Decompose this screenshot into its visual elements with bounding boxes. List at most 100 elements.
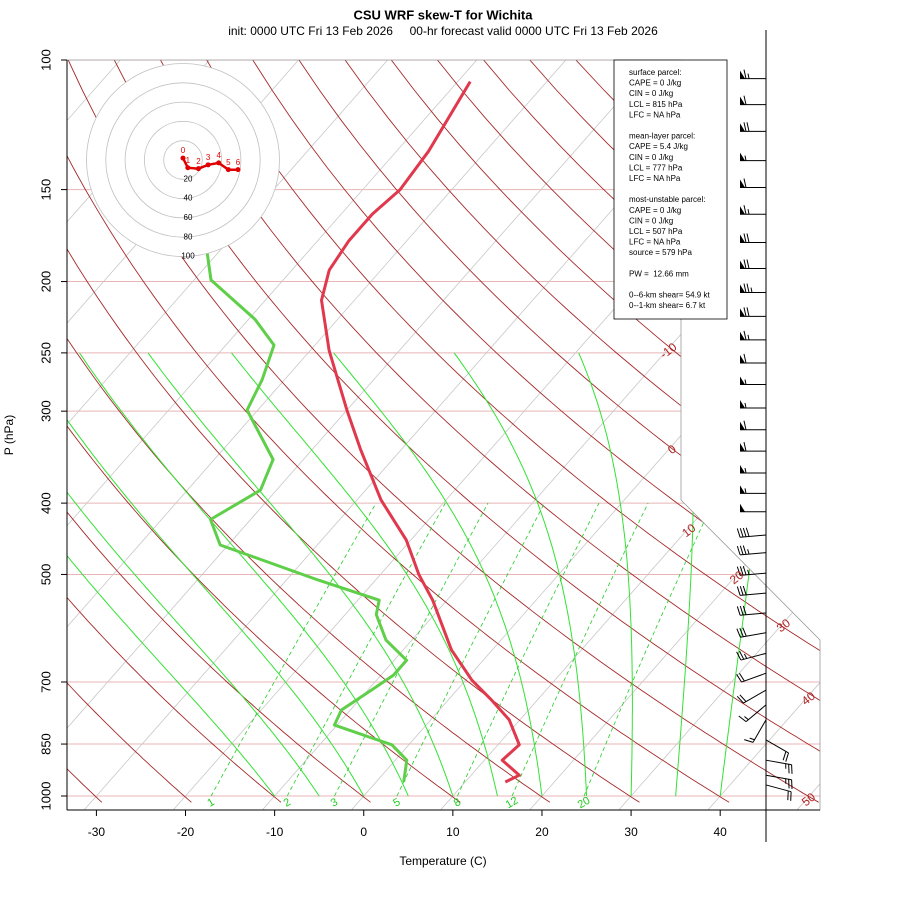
barb-half-feather (747, 73, 750, 79)
parcel-stat: CIN = 0 J/kg (629, 153, 673, 162)
mixing-ratio-line (334, 502, 489, 797)
hodograph-point (235, 167, 241, 173)
wind-barb (740, 95, 766, 106)
barb-feather (736, 528, 741, 538)
barb-feather (743, 307, 747, 317)
barb-staff (741, 672, 767, 683)
parcel-stat: source = 579 hPa (629, 248, 692, 257)
barb-half-feather (747, 569, 750, 575)
barb-feather (739, 628, 744, 637)
barb-feather (739, 586, 744, 596)
isotherm-label: 0 (665, 442, 679, 457)
wind-barb (740, 152, 766, 162)
barb-feather (743, 283, 747, 293)
dry-adiabat (160, 60, 820, 803)
hodograph-label: 2 (196, 157, 201, 166)
mixing-ratio-label: 3 (329, 796, 340, 809)
barb-feather (746, 259, 750, 269)
barb-staff (740, 592, 767, 596)
barb-pennant (740, 443, 745, 452)
parcel-stat: LFC = NA hPa (629, 174, 681, 183)
mixing-ratio-label: 20 (576, 795, 593, 812)
chart-title: CSU WRF skew-T for Wichita (353, 7, 533, 22)
dry-adiabat (853, 60, 900, 802)
hodograph-ring-inner (124, 101, 242, 219)
barb-feather (743, 330, 747, 340)
wind-barb (736, 565, 767, 576)
barb-feather (739, 650, 745, 660)
barb-feather (736, 695, 744, 704)
temperature-profile (320, 80, 521, 784)
parcel-stat: 0--1-km shear= 6.7 kt (629, 301, 706, 310)
parcel-stat: CIN = 0 J/kg (629, 89, 673, 98)
x-tick-label: 40 (714, 825, 728, 839)
y-tick-label: 150 (38, 179, 53, 201)
wind-barb (740, 122, 766, 132)
wind-barb (740, 233, 766, 244)
wind-barb (765, 759, 793, 774)
hodograph-point (180, 155, 186, 161)
barb-feather (742, 605, 747, 615)
barb-feather (742, 585, 747, 595)
isotherm-label: 20 (727, 568, 746, 587)
barb-pennant (740, 206, 745, 215)
wind-barb (736, 545, 767, 556)
wind-barb (740, 307, 766, 317)
dry-adiabat (67, 60, 551, 803)
mixing-ratio-line (457, 502, 600, 797)
barb-staff (740, 632, 767, 638)
dry-adiabat (67, 60, 192, 803)
barb-feather (739, 606, 744, 616)
moist-adiabat (231, 352, 498, 797)
parcel-stat: PW = 12.66 mm (629, 269, 689, 278)
barb-half-feather (743, 653, 748, 659)
barb-half-feather (744, 402, 747, 409)
isotherm (67, 60, 478, 810)
wind-barb (736, 689, 767, 704)
barb-feather (736, 628, 741, 638)
barb-feather (736, 651, 742, 661)
y-tick-label: 500 (38, 564, 53, 586)
barb-pennant (740, 421, 745, 430)
parcel-stat: most-unstable parcel: (629, 195, 705, 204)
barb-pennant (740, 179, 745, 188)
mixing-ratio-line (286, 502, 446, 797)
hodograph-label: 3 (206, 153, 211, 162)
parcel-stat: CAPE = 0 J/kg (629, 206, 681, 215)
hodograph-ring-label: 80 (184, 232, 193, 241)
mixing-ratio-line (396, 502, 545, 797)
parcel-stat: surface parcel: (629, 68, 681, 77)
barb-feather (785, 752, 789, 762)
barb-pennant (740, 331, 745, 340)
barb-staff (765, 774, 792, 781)
hodograph-ring-inner (163, 140, 203, 180)
moist-adiabat (78, 352, 409, 797)
hodograph-ring-label: 20 (184, 174, 193, 183)
hodograph-point (205, 162, 211, 168)
dry-adiabat (67, 60, 282, 803)
barb-feather (743, 69, 747, 79)
wind-barb (736, 585, 767, 596)
isotherm-label: 10 (679, 521, 698, 540)
dry-adiabat (67, 60, 640, 803)
barb-staff (765, 784, 792, 793)
barb-feather (742, 545, 747, 555)
barb-feather (743, 353, 747, 364)
barb-feather (739, 566, 744, 576)
parcel-stat: CAPE = 5.4 J/kg (629, 142, 688, 151)
barb-pennant (740, 284, 745, 293)
y-tick-label: 250 (38, 342, 53, 364)
barb-half-feather (744, 488, 747, 494)
barb-feather (743, 178, 747, 188)
moist-adiabat (333, 352, 543, 797)
barb-pennant (740, 152, 745, 161)
wind-barb (740, 485, 766, 494)
wind-barb (736, 627, 767, 638)
barb-half-feather (744, 467, 747, 474)
barb-staff (740, 572, 767, 576)
mixing-ratio-label: 5 (391, 796, 402, 809)
mixing-ratio-label: 8 (452, 796, 463, 809)
dewpoint-profile (204, 240, 409, 783)
barb-feather (743, 122, 747, 132)
wind-barb (736, 527, 767, 538)
